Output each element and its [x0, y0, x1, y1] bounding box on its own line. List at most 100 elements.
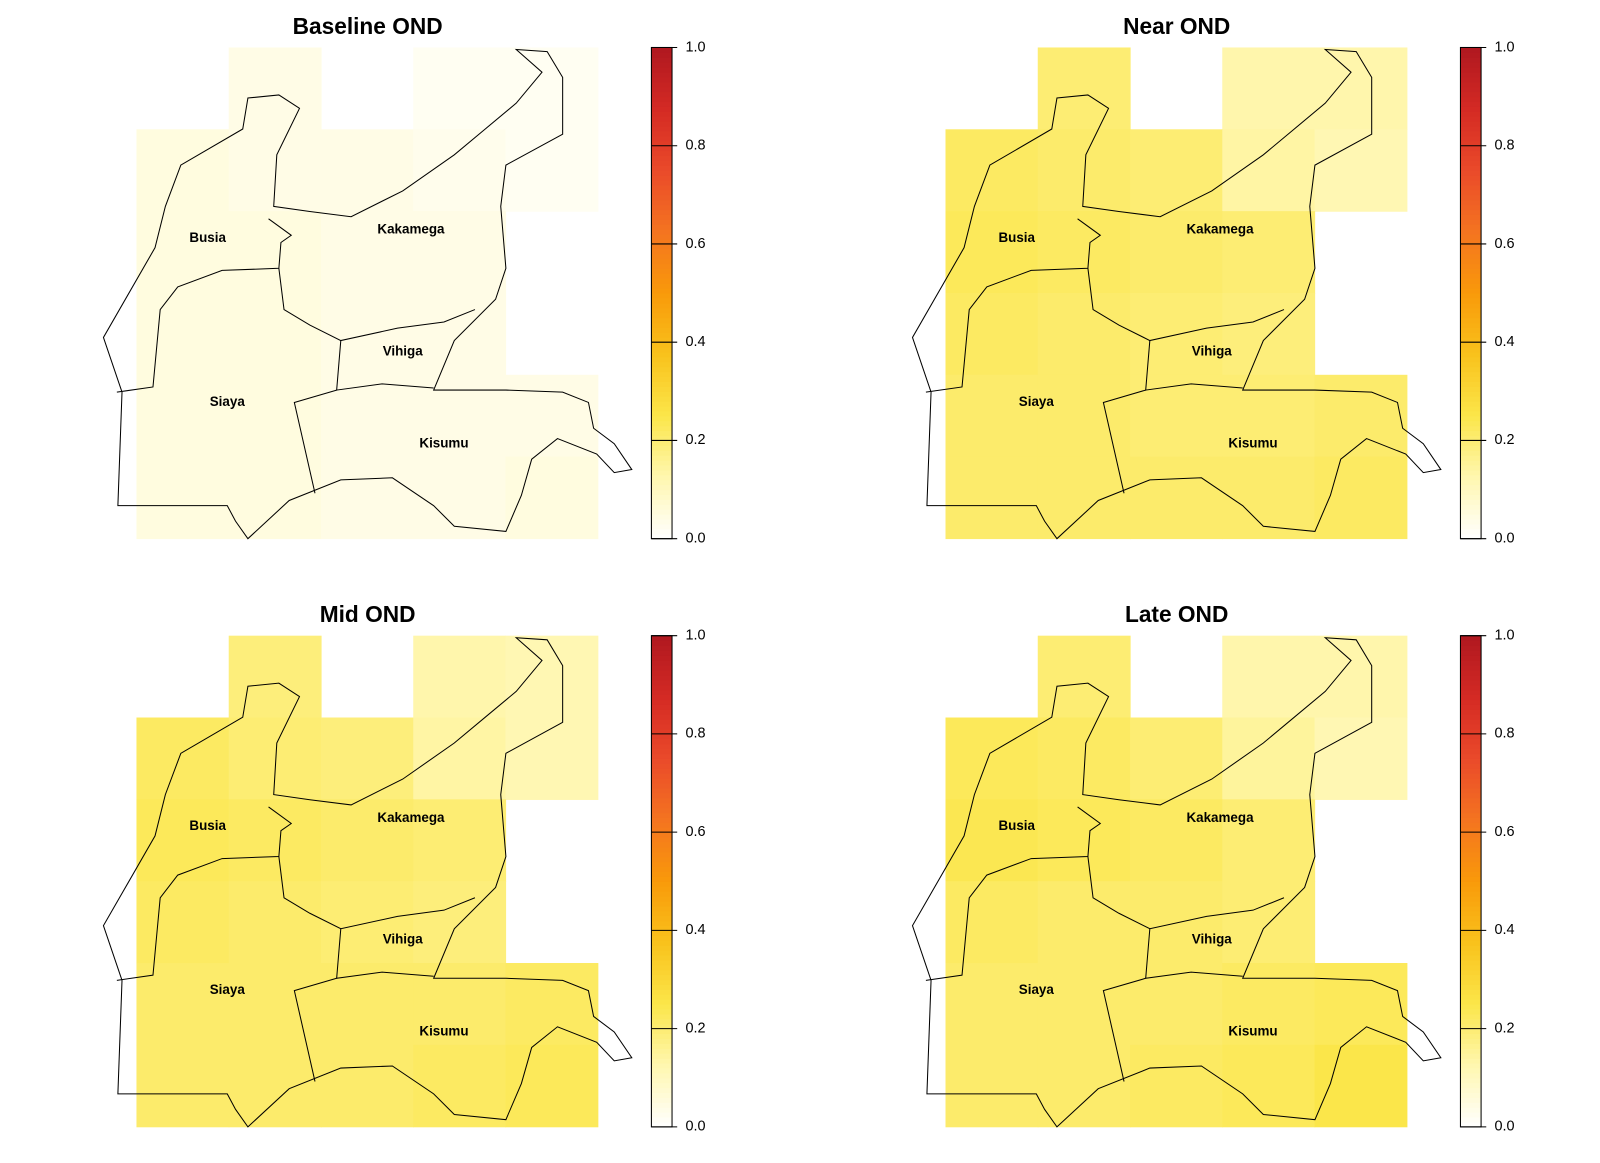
colorbar-band [1460, 52, 1482, 58]
grid-cell [413, 963, 507, 1046]
colorbar-band [651, 293, 673, 299]
colorbar-band [651, 474, 673, 481]
grid-cell [1037, 211, 1131, 294]
colorbar-band [1460, 861, 1482, 868]
grid-cell [1037, 47, 1131, 130]
grid-cell [1314, 129, 1408, 212]
colorbar-band [1460, 733, 1482, 740]
colorbar-band [651, 1063, 673, 1069]
colorbar-band [651, 974, 673, 981]
colorbar-band [651, 969, 673, 976]
colorbar-band [651, 312, 673, 319]
colorbar-band [1460, 81, 1482, 88]
colorbar-band [1460, 130, 1482, 137]
grid-cell [413, 799, 507, 882]
colorbar-band [651, 445, 673, 451]
grid-cell [945, 799, 1039, 882]
colorbar-band [651, 999, 673, 1005]
grid-cell [413, 881, 507, 964]
grid-cell [945, 456, 1039, 540]
colorbar-band [1460, 807, 1482, 814]
grid-cell [228, 211, 322, 294]
colorbar-band [651, 234, 673, 240]
grid-cell [1130, 799, 1223, 882]
colorbar-band [651, 214, 673, 220]
colorbar-band [651, 930, 673, 936]
county-boundary [1145, 340, 1243, 391]
colorbar-band [651, 945, 673, 951]
map-panel: Baseline OND Busia Kakamega Vihiga Siaya Kisu… [102, 13, 706, 546]
colorbar-band [1460, 435, 1482, 441]
colorbar-band [1460, 484, 1482, 491]
colorbar-band [651, 391, 673, 397]
colorbar-band [1460, 1092, 1482, 1098]
grid-cell [413, 129, 507, 212]
region-label: Siaya [210, 982, 246, 997]
grid-cell [1130, 211, 1223, 294]
colorbar-band [651, 1082, 673, 1089]
colorbar-band [651, 954, 673, 961]
colorbar-band [651, 832, 673, 838]
colorbar-band [1460, 327, 1482, 333]
colorbar-band [1460, 474, 1482, 481]
colorbar-band [1460, 96, 1482, 103]
colorbar-band [1460, 655, 1482, 661]
colorbar-band [651, 886, 673, 892]
colorbar-band [651, 533, 673, 540]
colorbar-tick-label: 1.0 [685, 39, 705, 55]
grid-cell [1222, 799, 1316, 882]
colorbar-band [1460, 504, 1482, 510]
colorbar-band [651, 106, 673, 112]
grid-cell [1037, 456, 1131, 540]
colorbar-band [651, 248, 673, 255]
grid-cell [228, 881, 322, 964]
colorbar-band [651, 635, 673, 642]
colorbar-band [651, 1077, 673, 1084]
grid-cell [320, 374, 414, 458]
grid-cell [136, 881, 230, 964]
colorbar-band [1460, 881, 1482, 887]
colorbar-band [1460, 406, 1482, 412]
colorbar-band [651, 758, 673, 764]
colorbar-band [651, 52, 673, 58]
colorbar-band [651, 1121, 673, 1128]
colorbar-band [651, 386, 673, 392]
colorbar-band [1460, 743, 1482, 750]
colorbar-band [1460, 871, 1482, 877]
colorbar-band [1460, 787, 1482, 794]
colorbar-band [651, 719, 673, 725]
colorbar-band [651, 263, 673, 270]
colorbar-tick-label: 0.8 [685, 138, 705, 154]
colorbar-band [1460, 209, 1482, 215]
colorbar-band [651, 812, 673, 818]
colorbar-band [651, 185, 673, 191]
colorbar-band [1460, 494, 1482, 500]
grid-cell [136, 717, 230, 800]
colorbar-band [651, 915, 673, 922]
grid-cell [320, 717, 414, 800]
colorbar-band [1460, 91, 1482, 98]
colorbar-band [651, 342, 673, 348]
colorbar-band [651, 729, 673, 735]
colorbar-band [1460, 1038, 1482, 1044]
colorbar-band [1460, 1077, 1482, 1084]
colorbar-band [1460, 1004, 1482, 1010]
colorbar-band [1460, 450, 1482, 456]
grid-cell [1130, 881, 1223, 964]
colorbar-band [651, 239, 673, 245]
colorbar-tick-label: 0.2 [1494, 432, 1514, 448]
colorbar-band [1460, 391, 1482, 397]
colorbar-band [651, 896, 673, 902]
colorbar-band [1460, 160, 1482, 166]
colorbar-band [651, 1038, 673, 1044]
colorbar-band [651, 86, 673, 93]
colorbar-band [651, 699, 673, 705]
colorbar-band [1460, 514, 1482, 520]
colorbar-band [651, 170, 673, 176]
county-boundary [336, 928, 434, 979]
grid-cell [505, 374, 599, 458]
grid-cell [1037, 717, 1131, 800]
colorbar-band [1460, 827, 1482, 833]
colorbar-band [1460, 1097, 1482, 1103]
